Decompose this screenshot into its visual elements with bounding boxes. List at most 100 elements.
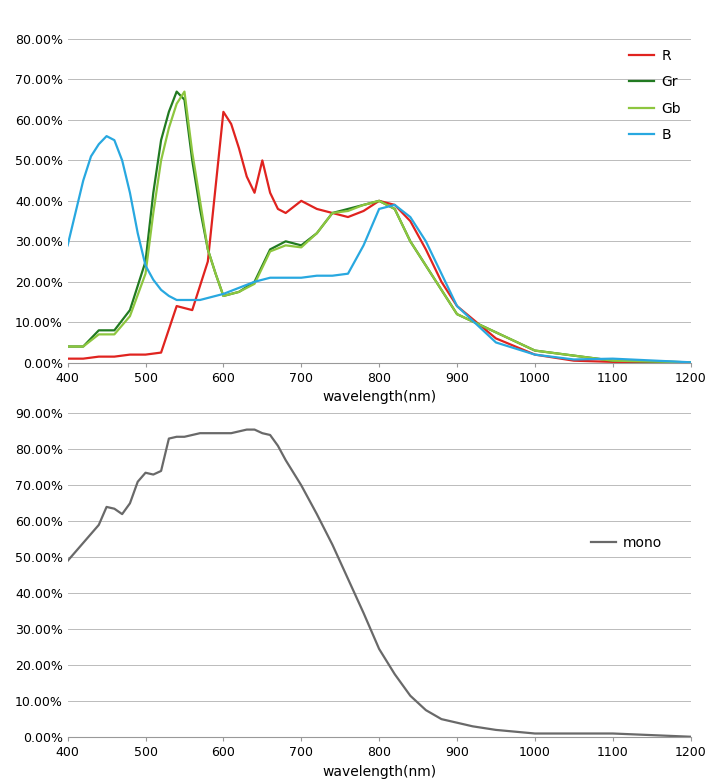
Gr <box>79 342 88 351</box>
Gr <box>110 326 119 335</box>
mono <box>149 470 157 479</box>
X-axis label: wavelength(nm): wavelength(nm) <box>322 764 436 778</box>
B <box>570 355 578 364</box>
B <box>492 338 501 347</box>
Line: Gb: Gb <box>68 91 691 362</box>
R <box>360 206 368 215</box>
Gr <box>204 245 212 254</box>
R <box>437 277 446 286</box>
Line: R: R <box>68 112 691 362</box>
mono <box>251 425 259 434</box>
B <box>164 291 173 300</box>
mono <box>492 725 501 735</box>
Gb <box>686 357 695 367</box>
R <box>297 196 305 205</box>
Gb <box>180 87 189 96</box>
B <box>87 151 95 161</box>
Legend: mono: mono <box>585 530 668 555</box>
mono <box>141 468 150 477</box>
R <box>422 245 430 254</box>
Gr <box>157 136 165 145</box>
mono <box>281 456 290 465</box>
Gr <box>149 188 157 197</box>
Gr <box>360 200 368 210</box>
R <box>227 119 236 129</box>
Gr <box>235 287 244 296</box>
B <box>344 269 352 278</box>
B <box>406 212 414 222</box>
mono <box>235 427 244 436</box>
R <box>79 354 88 363</box>
R <box>243 172 251 181</box>
mono <box>297 480 305 490</box>
mono <box>686 732 695 742</box>
R <box>273 204 282 214</box>
Line: B: B <box>68 136 691 362</box>
Gb <box>313 229 321 238</box>
mono <box>570 729 578 738</box>
B <box>180 296 189 305</box>
Gr <box>328 208 337 218</box>
Gr <box>180 95 189 105</box>
B <box>251 277 259 286</box>
Gr <box>211 269 220 278</box>
mono <box>422 705 430 714</box>
B <box>188 296 197 305</box>
Gb <box>328 208 337 218</box>
Gb <box>95 330 103 339</box>
B <box>235 283 244 292</box>
Gb <box>251 279 259 289</box>
R <box>530 350 539 360</box>
B <box>204 293 212 303</box>
Gb <box>79 342 88 351</box>
B <box>79 176 88 186</box>
mono <box>227 428 236 438</box>
Gr <box>390 204 399 214</box>
R <box>266 188 274 197</box>
B <box>172 296 181 305</box>
B <box>157 285 165 295</box>
B <box>125 188 134 197</box>
Gr <box>188 156 197 165</box>
B <box>281 273 290 282</box>
B <box>211 291 220 300</box>
B <box>375 204 383 214</box>
Gr <box>266 245 274 254</box>
mono <box>437 714 446 724</box>
mono <box>103 502 111 512</box>
R <box>313 204 321 214</box>
Gb <box>609 356 617 365</box>
R <box>219 107 228 116</box>
B <box>103 131 111 140</box>
Gb <box>149 208 157 218</box>
mono <box>360 608 368 618</box>
R <box>125 350 134 360</box>
Gb <box>125 311 134 321</box>
Gb <box>141 269 150 278</box>
B <box>437 269 446 278</box>
mono <box>609 729 617 738</box>
R <box>375 196 383 205</box>
Gb <box>281 241 290 250</box>
R <box>406 216 414 225</box>
R <box>141 350 150 360</box>
mono <box>196 428 204 438</box>
Gb <box>188 147 197 157</box>
mono <box>157 466 165 476</box>
Line: Gr: Gr <box>68 91 691 362</box>
Gr <box>172 87 181 96</box>
R <box>110 352 119 361</box>
R <box>609 357 617 367</box>
mono <box>79 538 88 548</box>
Gb <box>219 291 228 300</box>
Gr <box>281 236 290 246</box>
mono <box>63 556 72 566</box>
mono <box>110 504 119 513</box>
Gr <box>63 342 72 351</box>
Gb <box>530 346 539 355</box>
mono <box>204 428 212 438</box>
B <box>530 350 539 360</box>
B <box>71 208 80 218</box>
B <box>141 261 150 271</box>
mono <box>344 574 352 583</box>
